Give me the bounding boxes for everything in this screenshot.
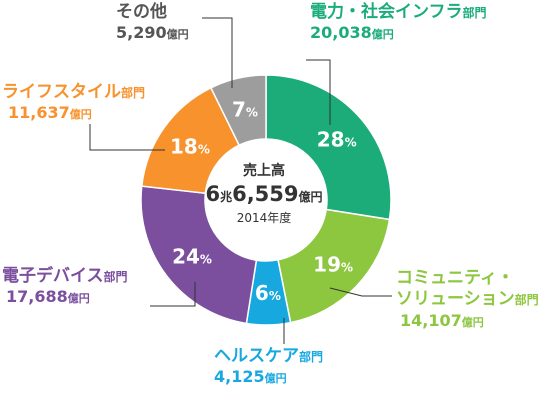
slice-power-infra [265, 74, 392, 221]
percent-label-lifestyle: 18% [170, 134, 210, 158]
label-power-infra: 電力・社会インフラ部門 20,038億円 [310, 2, 487, 43]
center-label: 売上高 [243, 163, 285, 179]
label-electronic-devices: 電子デバイス部門 17,688億円 [2, 266, 128, 307]
label-healthcare: ヘルスケア部門 4,125億円 [214, 346, 324, 387]
center-total: 売上高 6兆6,559億円 2014年度 [204, 160, 324, 226]
slice-other [209, 74, 267, 147]
leader-line-lifestyle [89, 124, 165, 151]
percent-label-healthcare: 6% [255, 281, 281, 305]
leader-line-other [202, 17, 233, 88]
percent-label-electronic-devices: 24% [172, 244, 212, 268]
leader-line-community-solution [329, 287, 392, 297]
leader-line-electronic-devices [150, 282, 196, 307]
leader-line-power-infra [306, 59, 331, 125]
percent-label-other: 7% [232, 97, 258, 121]
label-other: その他 5,290億円 [116, 2, 189, 43]
center-year: 2014年度 [236, 211, 292, 225]
percent-label-power-infra: 28% [317, 128, 357, 152]
slice-community-solution [277, 208, 391, 324]
percent-label-community-solution: 19% [313, 252, 353, 276]
center-value: 6兆6,559億円 [205, 182, 323, 206]
label-community-solution: コミュニティ・ ソリューション部門 14,107億円 [396, 268, 539, 330]
label-lifestyle: ライフスタイル部門 11,637億円 [2, 82, 146, 123]
slice-electronic-devices [140, 185, 258, 325]
